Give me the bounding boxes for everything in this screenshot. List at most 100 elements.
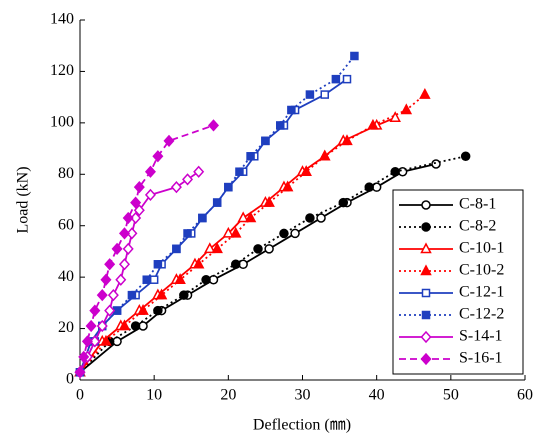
y-tick-label: 100 [50, 114, 74, 131]
series [75, 159, 441, 378]
marker [420, 264, 432, 276]
marker [331, 74, 341, 84]
y-tick-label: 40 [58, 268, 74, 285]
marker [276, 121, 285, 130]
marker [126, 227, 138, 240]
marker [207, 119, 220, 132]
x-tick-label: 0 [76, 387, 84, 404]
x-tick-label: 50 [443, 387, 459, 404]
marker [122, 242, 134, 255]
marker [400, 103, 413, 115]
x-tick-label: 10 [146, 387, 162, 404]
marker [193, 165, 205, 178]
marker [133, 181, 145, 194]
marker [100, 273, 112, 286]
marker [78, 350, 90, 363]
series-line [79, 163, 437, 373]
marker [341, 134, 353, 146]
legend-label: C-8-2 [459, 218, 496, 235]
marker [305, 213, 315, 223]
marker [350, 51, 359, 61]
marker [305, 90, 315, 99]
marker [115, 273, 127, 286]
x-tick-label: 30 [295, 387, 311, 404]
marker [421, 288, 431, 298]
marker [212, 198, 222, 207]
marker [421, 200, 431, 210]
marker [281, 180, 294, 192]
marker [172, 244, 181, 254]
series [74, 165, 205, 379]
marker [107, 289, 119, 302]
x-tick-label: 60 [517, 387, 533, 404]
marker [137, 303, 149, 315]
marker [155, 288, 168, 300]
marker [163, 134, 175, 147]
marker [96, 289, 108, 302]
marker [100, 334, 112, 346]
series-line [79, 170, 200, 373]
marker [419, 87, 431, 99]
y-tick-label: 80 [58, 165, 74, 182]
marker [364, 182, 374, 192]
y-tick-label: 20 [58, 319, 74, 336]
series-line [79, 124, 214, 373]
marker [338, 197, 349, 208]
marker [246, 152, 255, 161]
series [75, 151, 471, 378]
legend-label: C-12-1 [459, 284, 504, 301]
y-tick-label: 140 [50, 11, 74, 28]
marker [179, 290, 189, 300]
marker [222, 226, 235, 238]
legend-label: C-10-1 [459, 240, 504, 257]
marker [342, 74, 352, 84]
marker [118, 319, 131, 331]
y-tick-label: 0 [66, 371, 74, 388]
legend-label: C-10-2 [459, 262, 504, 279]
marker [420, 242, 432, 254]
marker [153, 260, 163, 269]
legend-label: C-12-2 [459, 306, 504, 323]
marker [460, 151, 471, 162]
y-tick-label: 120 [50, 62, 74, 79]
marker [421, 310, 431, 320]
marker [182, 173, 194, 186]
marker [204, 242, 216, 254]
marker [211, 242, 223, 254]
marker [192, 257, 205, 269]
marker [81, 335, 93, 348]
marker [421, 222, 431, 232]
legend-label: S-16-1 [459, 350, 503, 367]
marker [316, 213, 326, 223]
marker [253, 244, 263, 254]
marker [130, 196, 142, 209]
marker [144, 188, 156, 201]
marker [118, 227, 131, 240]
marker [263, 195, 275, 207]
marker [104, 304, 116, 317]
marker [152, 150, 164, 163]
marker [264, 244, 274, 254]
marker [174, 273, 186, 284]
y-axis-label: Load (kN) [15, 166, 32, 233]
marker [149, 275, 159, 284]
marker [319, 149, 331, 161]
marker [420, 352, 432, 366]
marker [230, 226, 242, 238]
marker [144, 165, 156, 178]
marker [74, 366, 86, 379]
marker [261, 136, 270, 146]
marker [367, 118, 379, 130]
marker [153, 305, 163, 316]
marker [183, 229, 192, 238]
marker [142, 275, 151, 284]
marker [89, 304, 101, 317]
marker [201, 274, 211, 285]
marker [287, 105, 296, 115]
marker [300, 165, 312, 176]
marker [104, 258, 116, 271]
marker [133, 204, 145, 217]
marker [127, 290, 137, 300]
